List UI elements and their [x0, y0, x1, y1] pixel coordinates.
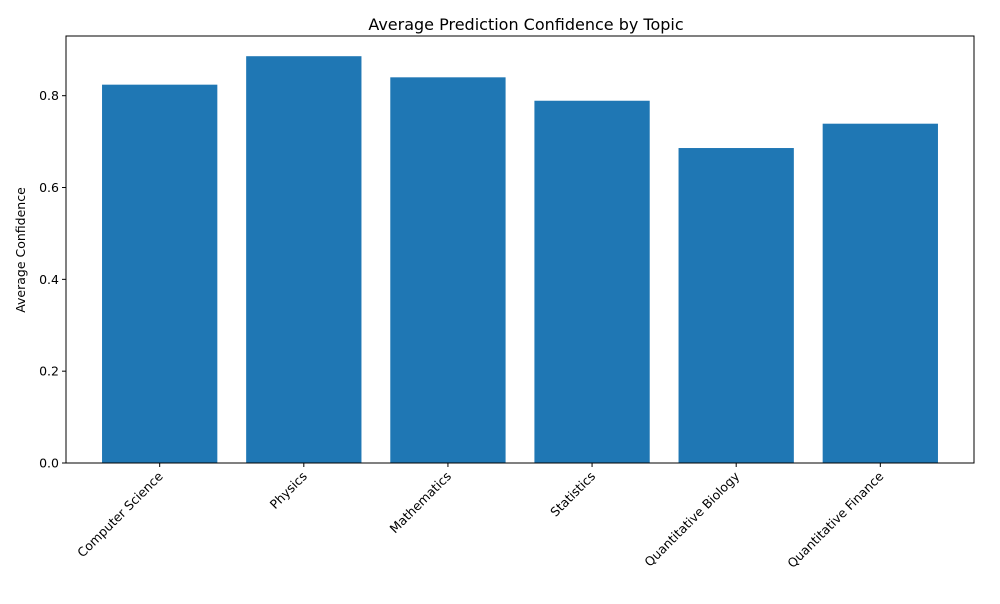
y-tick-label: 0.8 — [39, 88, 59, 103]
bar-statistics — [534, 100, 650, 463]
y-axis-ticks: 0.0 0.2 0.4 0.6 0.8 — [39, 88, 66, 471]
bar-quantitative-finance — [822, 123, 938, 463]
bar-mathematics — [390, 77, 506, 464]
y-tick-label: 0.6 — [39, 180, 59, 195]
y-tick-label: 0.0 — [39, 456, 59, 471]
y-tick-label: 0.4 — [39, 272, 59, 287]
bar-physics — [246, 56, 362, 464]
y-tick-label: 0.2 — [39, 364, 59, 379]
chart-title: Average Prediction Confidence by Topic — [368, 15, 683, 34]
y-axis-label: Average Confidence — [13, 187, 28, 313]
bar-quantitative-biology — [678, 148, 794, 464]
bar-computer-science — [102, 84, 218, 463]
bars — [102, 56, 938, 464]
plot-frame — [65, 35, 975, 464]
